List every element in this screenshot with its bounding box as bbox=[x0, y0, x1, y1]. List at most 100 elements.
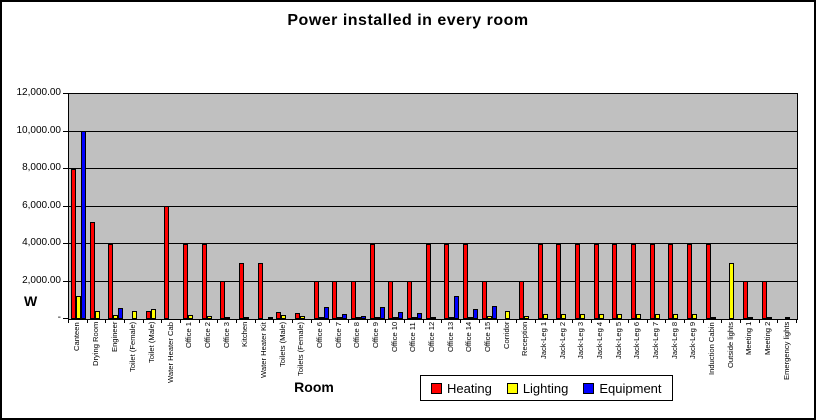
bar-heating bbox=[686, 244, 692, 319]
bar-heating bbox=[108, 244, 114, 319]
y-axis-tick bbox=[63, 168, 68, 169]
bar-lighting bbox=[598, 314, 604, 319]
equipment-swatch-icon bbox=[583, 382, 595, 394]
y-axis-tick bbox=[63, 318, 68, 319]
x-tick-label: Toilets (Female) bbox=[296, 322, 306, 377]
x-axis-title: Room bbox=[294, 379, 334, 395]
bar-heating bbox=[350, 281, 356, 319]
bar-heating bbox=[705, 244, 711, 319]
x-axis-tick bbox=[422, 319, 424, 323]
bar-equipment bbox=[323, 307, 329, 319]
bar-lighting bbox=[654, 314, 660, 319]
heating-swatch-icon bbox=[431, 382, 442, 394]
bar-heating bbox=[630, 244, 636, 319]
x-axis-tick bbox=[404, 319, 405, 323]
bar-heating bbox=[201, 244, 207, 319]
x-tick-label: Jack-Leg 3 bbox=[576, 322, 586, 360]
x-tick-label: Jack-Leg 9 bbox=[688, 322, 698, 360]
x-tick-label: Emergency lights bbox=[781, 322, 791, 381]
bar-lighting bbox=[691, 314, 697, 319]
x-tick-label: Toilet (Male) bbox=[147, 322, 156, 364]
y-axis-tick bbox=[63, 205, 68, 207]
bar-equipment bbox=[360, 316, 366, 319]
x-axis-tick bbox=[478, 319, 480, 323]
bar-lighting bbox=[281, 315, 287, 319]
bar-heating bbox=[332, 281, 338, 319]
chart-title: Power installed in every room bbox=[287, 12, 529, 29]
bar-heating bbox=[462, 244, 468, 319]
legend-item-lighting: Lighting bbox=[506, 380, 569, 396]
gridline bbox=[69, 243, 797, 244]
bar-equipment bbox=[80, 131, 86, 319]
legend-label-lighting: Lighting bbox=[522, 380, 569, 396]
x-axis-tick bbox=[684, 319, 685, 323]
x-tick-label: Meeting 2 bbox=[763, 322, 772, 356]
bar-lighting bbox=[747, 317, 753, 319]
x-tick-label: Office 10 bbox=[389, 322, 399, 353]
bar-lighting bbox=[75, 296, 81, 319]
y-tick-label: 8,000.00 bbox=[22, 162, 61, 173]
bar-heating bbox=[612, 244, 618, 319]
x-tick-label: Jack-Leg 6 bbox=[632, 322, 642, 360]
x-tick-label: Toilet (Female) bbox=[128, 322, 138, 373]
bar-heating bbox=[556, 244, 562, 319]
bar-heating bbox=[574, 244, 580, 319]
x-tick-label: Office 1 bbox=[184, 322, 194, 349]
x-axis-tick bbox=[721, 319, 723, 323]
bar-lighting bbox=[505, 311, 511, 319]
gridline bbox=[69, 280, 797, 282]
bar-heating bbox=[406, 281, 412, 319]
x-tick-label: Toilets (Male) bbox=[277, 322, 287, 368]
bar-lighting bbox=[486, 316, 492, 319]
bar-equipment bbox=[454, 296, 460, 319]
x-axis-tick bbox=[273, 319, 275, 323]
x-axis-tick bbox=[310, 319, 312, 323]
x-tick-label: Office 13 bbox=[445, 322, 455, 353]
x-tick-label: Office 9 bbox=[371, 322, 380, 349]
bar-equipment bbox=[118, 308, 124, 319]
x-tick-label: Reception bbox=[520, 322, 530, 357]
x-axis-tick bbox=[236, 319, 237, 323]
x-tick-label: Canteen bbox=[72, 322, 82, 351]
bar-heating bbox=[388, 281, 394, 319]
bar-heating bbox=[425, 244, 431, 319]
x-axis-tick bbox=[534, 319, 536, 323]
bar-lighting bbox=[766, 317, 772, 319]
x-tick-label: Water Heater Cab bbox=[165, 322, 175, 383]
bar-lighting bbox=[206, 316, 212, 319]
x-axis-tick bbox=[366, 319, 368, 323]
bar-lighting bbox=[243, 317, 249, 319]
bar-heating bbox=[481, 281, 487, 319]
x-axis-tick bbox=[254, 319, 256, 323]
x-axis-tick bbox=[572, 319, 573, 323]
bar-lighting bbox=[542, 314, 548, 319]
bar-heating bbox=[742, 281, 748, 319]
bar-heating bbox=[649, 244, 655, 319]
x-axis-tick bbox=[665, 319, 667, 323]
bar-heating bbox=[145, 311, 151, 319]
x-axis-tick bbox=[68, 319, 69, 323]
bar-heating bbox=[518, 281, 524, 319]
bar-lighting bbox=[355, 317, 361, 319]
x-axis-tick bbox=[758, 319, 760, 323]
y-axis-tick bbox=[63, 130, 68, 132]
x-axis-tick bbox=[702, 319, 704, 323]
bar-equipment bbox=[398, 312, 404, 319]
x-tick-label: Jack-Leg 7 bbox=[651, 322, 660, 360]
x-axis-tick bbox=[628, 319, 629, 323]
x-tick-label: Office 7 bbox=[333, 322, 343, 349]
x-tick-label: Office 12 bbox=[427, 322, 436, 353]
x-tick-label: Jack-Leg 8 bbox=[669, 322, 679, 360]
y-tick-label: 6,000.00 bbox=[22, 199, 61, 211]
x-tick-label: Outside lights bbox=[725, 322, 735, 369]
bar-heating bbox=[182, 244, 188, 319]
bar-heating bbox=[238, 263, 244, 319]
y-tick-label: 10,000.00 bbox=[16, 124, 62, 136]
x-tick-label: Jack-Leg 2 bbox=[557, 322, 567, 360]
x-tick-label: Jack-Leg 5 bbox=[613, 322, 623, 360]
x-axis-tick bbox=[777, 319, 779, 323]
x-axis-tick bbox=[180, 319, 181, 323]
bar-heating bbox=[70, 169, 76, 319]
x-tick-label: Water Heater Kit bbox=[259, 322, 268, 378]
bar-lighting bbox=[113, 315, 119, 319]
